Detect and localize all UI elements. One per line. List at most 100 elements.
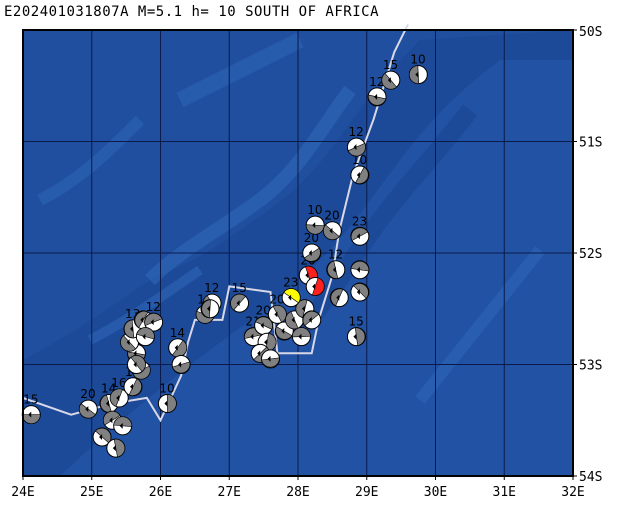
beachball-axis-mark [119, 422, 123, 429]
beachball-axis-mark [415, 71, 419, 78]
beachball-compression-quadrant [128, 378, 142, 396]
beachball-axis-mark [116, 394, 120, 401]
beachball-compression-quadrant [130, 355, 146, 373]
beachball-axis-mark [356, 289, 360, 296]
beachball-axis-mark [28, 411, 32, 418]
event-depth-label: 10 [307, 203, 322, 217]
beachball-axis-mark [356, 233, 360, 240]
beachball-axis-mark [260, 322, 264, 329]
event-depth-label: 15 [383, 58, 398, 72]
beachball-axis-mark [288, 294, 292, 301]
beachball-compression-quadrant [100, 394, 112, 413]
beachball-axis-mark [332, 266, 336, 273]
beachball-compression-quadrant [311, 277, 325, 296]
event-depth-label: 15 [348, 315, 363, 329]
focal-mechanism [329, 288, 349, 308]
focal-mechanism: 12 [367, 75, 387, 107]
event-depth-label: 23 [283, 276, 298, 290]
beachball-compression-quadrant [305, 224, 325, 235]
focal-mechanism [350, 260, 370, 280]
focal-mechanism: 10 [350, 153, 370, 185]
focal-mechanism: 23 [350, 214, 370, 246]
focal-mechanism: 12 [144, 300, 164, 332]
beachball-axis-mark [336, 294, 340, 301]
event-depth-label: 23 [352, 214, 367, 228]
beachball-axis-mark [305, 272, 309, 279]
event-depth-label: 12 [204, 281, 219, 295]
event-depth-label: 20 [80, 387, 95, 401]
beachball-compression-quadrant [285, 311, 299, 330]
beachball-axis-mark [99, 433, 103, 440]
beachball-axis-mark [178, 361, 182, 368]
beachball-axis-mark [374, 93, 378, 100]
event-depth-label: 12 [369, 75, 384, 89]
beachball-axis-mark [264, 339, 268, 346]
focal-mechanism [261, 349, 280, 369]
beachball-axis-mark [281, 328, 285, 335]
beachball-axis-mark [267, 355, 271, 362]
beachball-axis-mark [329, 227, 333, 234]
y-tick-label: 51S [579, 136, 602, 151]
focal-mechanism [135, 327, 155, 347]
x-tick-label: 25E [80, 485, 103, 500]
beachball-compression-quadrant [272, 305, 287, 323]
beachball-compression-quadrant [261, 357, 280, 368]
beachball-axis-mark [356, 266, 360, 273]
map-title: E202401031807A M=5.1 h= 10 SOUTH OF AFRI… [4, 4, 380, 20]
beachball-compression-quadrant [171, 340, 187, 358]
event-depth-label: 14 [170, 326, 185, 340]
beachball-axis-mark [140, 316, 144, 323]
beachball-axis-mark [236, 300, 240, 307]
beachball-axis-mark [109, 417, 113, 424]
focal-mechanism: 20 [267, 292, 287, 324]
beachball-compression-quadrant [327, 260, 339, 279]
beachball-compression-quadrant [303, 247, 321, 262]
beachball-axis-mark [298, 333, 302, 340]
focal-mechanism [113, 416, 133, 436]
focal-mechanism: 10 [305, 203, 325, 235]
focal-mechanism: 14 [168, 326, 188, 358]
event-depth-label: 10 [159, 382, 174, 396]
event-depth-label: 10 [410, 53, 425, 67]
beachball-axis-mark [133, 361, 137, 368]
longitude-ticks: 24E 25E 26E 27E 28E 29E 30E 31E 32E [11, 476, 585, 500]
event-depth-label: 15 [23, 393, 38, 407]
latitude-ticks: 50S 51S 52S 53S 54S [573, 25, 602, 485]
focal-mechanism: 15 [346, 315, 366, 347]
beachball-compression-quadrant [124, 319, 135, 339]
focal-mechanism: 10 [408, 53, 428, 85]
beachball-axis-mark [164, 400, 168, 407]
beachball-axis-mark [250, 333, 254, 340]
focal-mechanism: 13 [123, 307, 143, 339]
beachball-compression-quadrant [409, 65, 420, 84]
focal-mechanisms: 1520141610131210141412152120202320201020… [21, 53, 428, 458]
focal-mechanism [92, 427, 112, 447]
beachball-axis-mark [257, 350, 261, 357]
x-tick-label: 32E [561, 485, 584, 500]
focal-mechanism [200, 299, 220, 319]
y-tick-label: 50S [579, 25, 602, 40]
event-depth-label: 15 [232, 281, 247, 295]
focal-mechanism [305, 276, 325, 296]
focal-mechanism: 23 [281, 276, 301, 308]
beachball-compression-quadrant [172, 361, 191, 374]
event-depth-label: 12 [328, 248, 343, 262]
event-depth-label: 12 [146, 300, 161, 314]
focal-mechanism: 16 [109, 376, 129, 408]
beachball-axis-mark [356, 171, 360, 178]
focal-mechanism [126, 355, 146, 374]
beachball-compression-quadrant [367, 94, 387, 106]
focal-mechanism: 20 [78, 387, 98, 419]
beachball-axis-mark [150, 319, 154, 326]
beachball-axis-mark [174, 344, 178, 351]
y-tick-label: 52S [579, 247, 602, 262]
beachball-axis-mark [133, 350, 137, 357]
event-depth-label: 20 [269, 292, 284, 306]
y-tick-label: 54S [579, 470, 602, 485]
focal-mechanism: 20 [302, 231, 322, 263]
beachball-axis-mark [301, 305, 305, 312]
x-tick-label: 30E [424, 485, 447, 500]
beachball-axis-mark [112, 445, 116, 452]
beachball-axis-mark [105, 400, 109, 407]
